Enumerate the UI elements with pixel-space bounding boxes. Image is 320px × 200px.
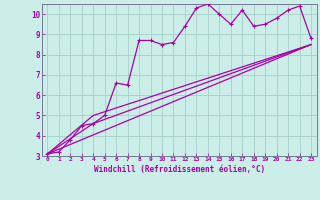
X-axis label: Windchill (Refroidissement éolien,°C): Windchill (Refroidissement éolien,°C): [94, 165, 265, 174]
